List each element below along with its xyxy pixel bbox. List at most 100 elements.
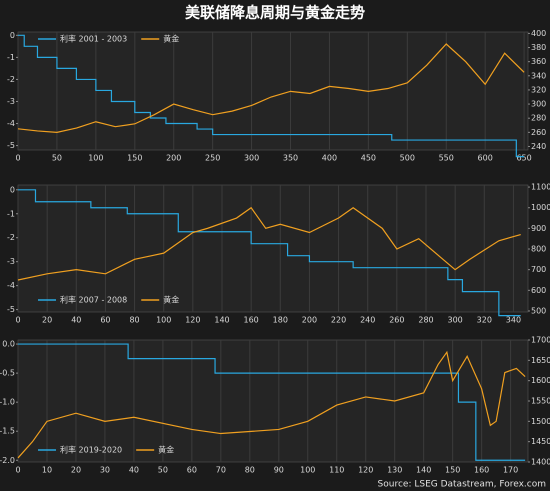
y2-tick-label: 380 — [531, 43, 546, 52]
x-tick-label: 180 — [273, 316, 288, 325]
y-tick-label: -1 — [7, 209, 15, 218]
x-tick-label: 550 — [439, 154, 454, 163]
x-tick-label: 600 — [478, 154, 493, 163]
y-tick-label: -1.0 — [0, 398, 15, 407]
y2-tick-label: 340 — [531, 71, 546, 80]
x-tick-label: 20 — [71, 466, 81, 475]
x-tick-label: 340 — [506, 316, 521, 325]
x-tick-label: 650 — [516, 154, 531, 163]
legend-label: 黄金 — [163, 34, 179, 44]
series-line — [17, 350, 526, 459]
legend-label: 黄金 — [163, 295, 179, 305]
x-tick-label: 160 — [474, 466, 489, 475]
y-tick-label: -2 — [7, 233, 15, 242]
y-tick-label: -4 — [7, 119, 15, 128]
x-tick-label: 300 — [448, 316, 463, 325]
y-tick-label: -5 — [7, 305, 15, 314]
x-tick-label: 100 — [156, 316, 171, 325]
y2-tick-label: 400 — [531, 29, 546, 38]
y2-tick-label: 1400 — [531, 458, 550, 467]
source: Source: LSEG Datastream, Forex.com — [378, 480, 546, 490]
y-tick-label: -2 — [7, 75, 15, 84]
y2-tick-label: 700 — [531, 265, 546, 274]
y2-tick-label: 300 — [531, 100, 546, 109]
y2-tick-label: 1550 — [531, 397, 550, 406]
chart-title: 美联储降息周期与黄金走势 — [185, 4, 365, 22]
y-tick-label: -3 — [7, 97, 15, 106]
y2-tick-label: 900 — [531, 224, 546, 233]
x-tick-label: 30 — [100, 466, 110, 475]
y2-tick-label: 800 — [531, 245, 546, 254]
y2-tick-label: 1700 — [531, 336, 550, 345]
y2-tick-label: 1500 — [531, 417, 550, 426]
x-tick-label: 140 — [416, 466, 431, 475]
x-tick-label: 260 — [389, 316, 404, 325]
y-tick-label: -5 — [7, 141, 15, 150]
x-tick-label: 50 — [52, 154, 62, 163]
y-tick-label: -3 — [7, 257, 15, 266]
y2-tick-label: 1600 — [531, 376, 550, 385]
x-tick-label: 150 — [127, 154, 142, 163]
x-tick-label: 200 — [166, 154, 181, 163]
series-line — [18, 343, 526, 461]
y2-tick-label: 320 — [531, 85, 546, 94]
x-tick-label: 400 — [322, 154, 337, 163]
x-tick-label: 80 — [245, 466, 255, 475]
plot-area — [17, 184, 529, 313]
x-tick-label: 320 — [477, 316, 492, 325]
x-tick-label: 350 — [283, 154, 298, 163]
y-tick-label: -1.5 — [0, 427, 15, 436]
x-tick-label: 120 — [185, 316, 200, 325]
x-tick-label: 160 — [244, 316, 259, 325]
y2-tick-label: 1650 — [531, 356, 550, 365]
y-tick-label: -0.5 — [0, 369, 15, 378]
x-tick-label: 250 — [205, 154, 220, 163]
x-tick-label: 0 — [15, 466, 20, 475]
x-tick-label: 40 — [71, 316, 81, 325]
x-tick-label: 300 — [244, 154, 259, 163]
x-tick-label: 240 — [360, 316, 375, 325]
y2-tick-label: 260 — [531, 128, 546, 137]
y-tick-label: 0.0 — [2, 340, 15, 349]
y-tick-label: -1 — [7, 53, 15, 62]
y-tick-label: -2.0 — [0, 456, 15, 465]
x-tick-label: 120 — [358, 466, 373, 475]
x-tick-label: 140 — [214, 316, 229, 325]
x-tick-label: 450 — [361, 154, 376, 163]
legend-label: 利率 2019-2020 — [60, 445, 122, 455]
x-tick-label: 40 — [129, 466, 139, 475]
x-tick-label: 130 — [387, 466, 402, 475]
x-tick-label: 150 — [445, 466, 460, 475]
y2-tick-label: 360 — [531, 57, 546, 66]
y2-tick-label: 500 — [531, 306, 546, 315]
x-tick-label: 90 — [274, 466, 284, 475]
x-tick-label: 10 — [42, 466, 52, 475]
y2-tick-label: 240 — [531, 142, 546, 151]
x-tick-label: 280 — [418, 316, 433, 325]
y2-tick-label: 1000 — [531, 203, 550, 212]
plot-area — [17, 339, 529, 463]
x-tick-label: 100 — [300, 466, 315, 475]
x-tick-label: 170 — [503, 466, 518, 475]
y-tick-label: -4 — [7, 281, 15, 290]
legend-label: 黄金 — [158, 445, 174, 455]
y2-tick-label: 280 — [531, 114, 546, 123]
series-line — [18, 34, 525, 158]
y2-tick-label: 600 — [531, 286, 546, 295]
y-tick-label: 0 — [10, 185, 15, 194]
x-tick-label: 20 — [42, 316, 52, 325]
y2-tick-label: 1450 — [531, 437, 550, 446]
x-tick-label: 0 — [15, 316, 20, 325]
series-line — [17, 43, 525, 133]
y-tick-label: 0 — [10, 31, 15, 40]
x-tick-label: 200 — [302, 316, 317, 325]
x-tick-label: 220 — [331, 316, 346, 325]
plot-area — [17, 31, 529, 151]
series-line — [17, 206, 521, 281]
x-tick-label: 70 — [216, 466, 226, 475]
x-tick-label: 80 — [129, 316, 139, 325]
y2-tick-label: 1100 — [531, 183, 550, 192]
x-tick-label: 110 — [329, 466, 344, 475]
x-tick-label: 60 — [100, 316, 110, 325]
x-tick-label: 100 — [88, 154, 103, 163]
